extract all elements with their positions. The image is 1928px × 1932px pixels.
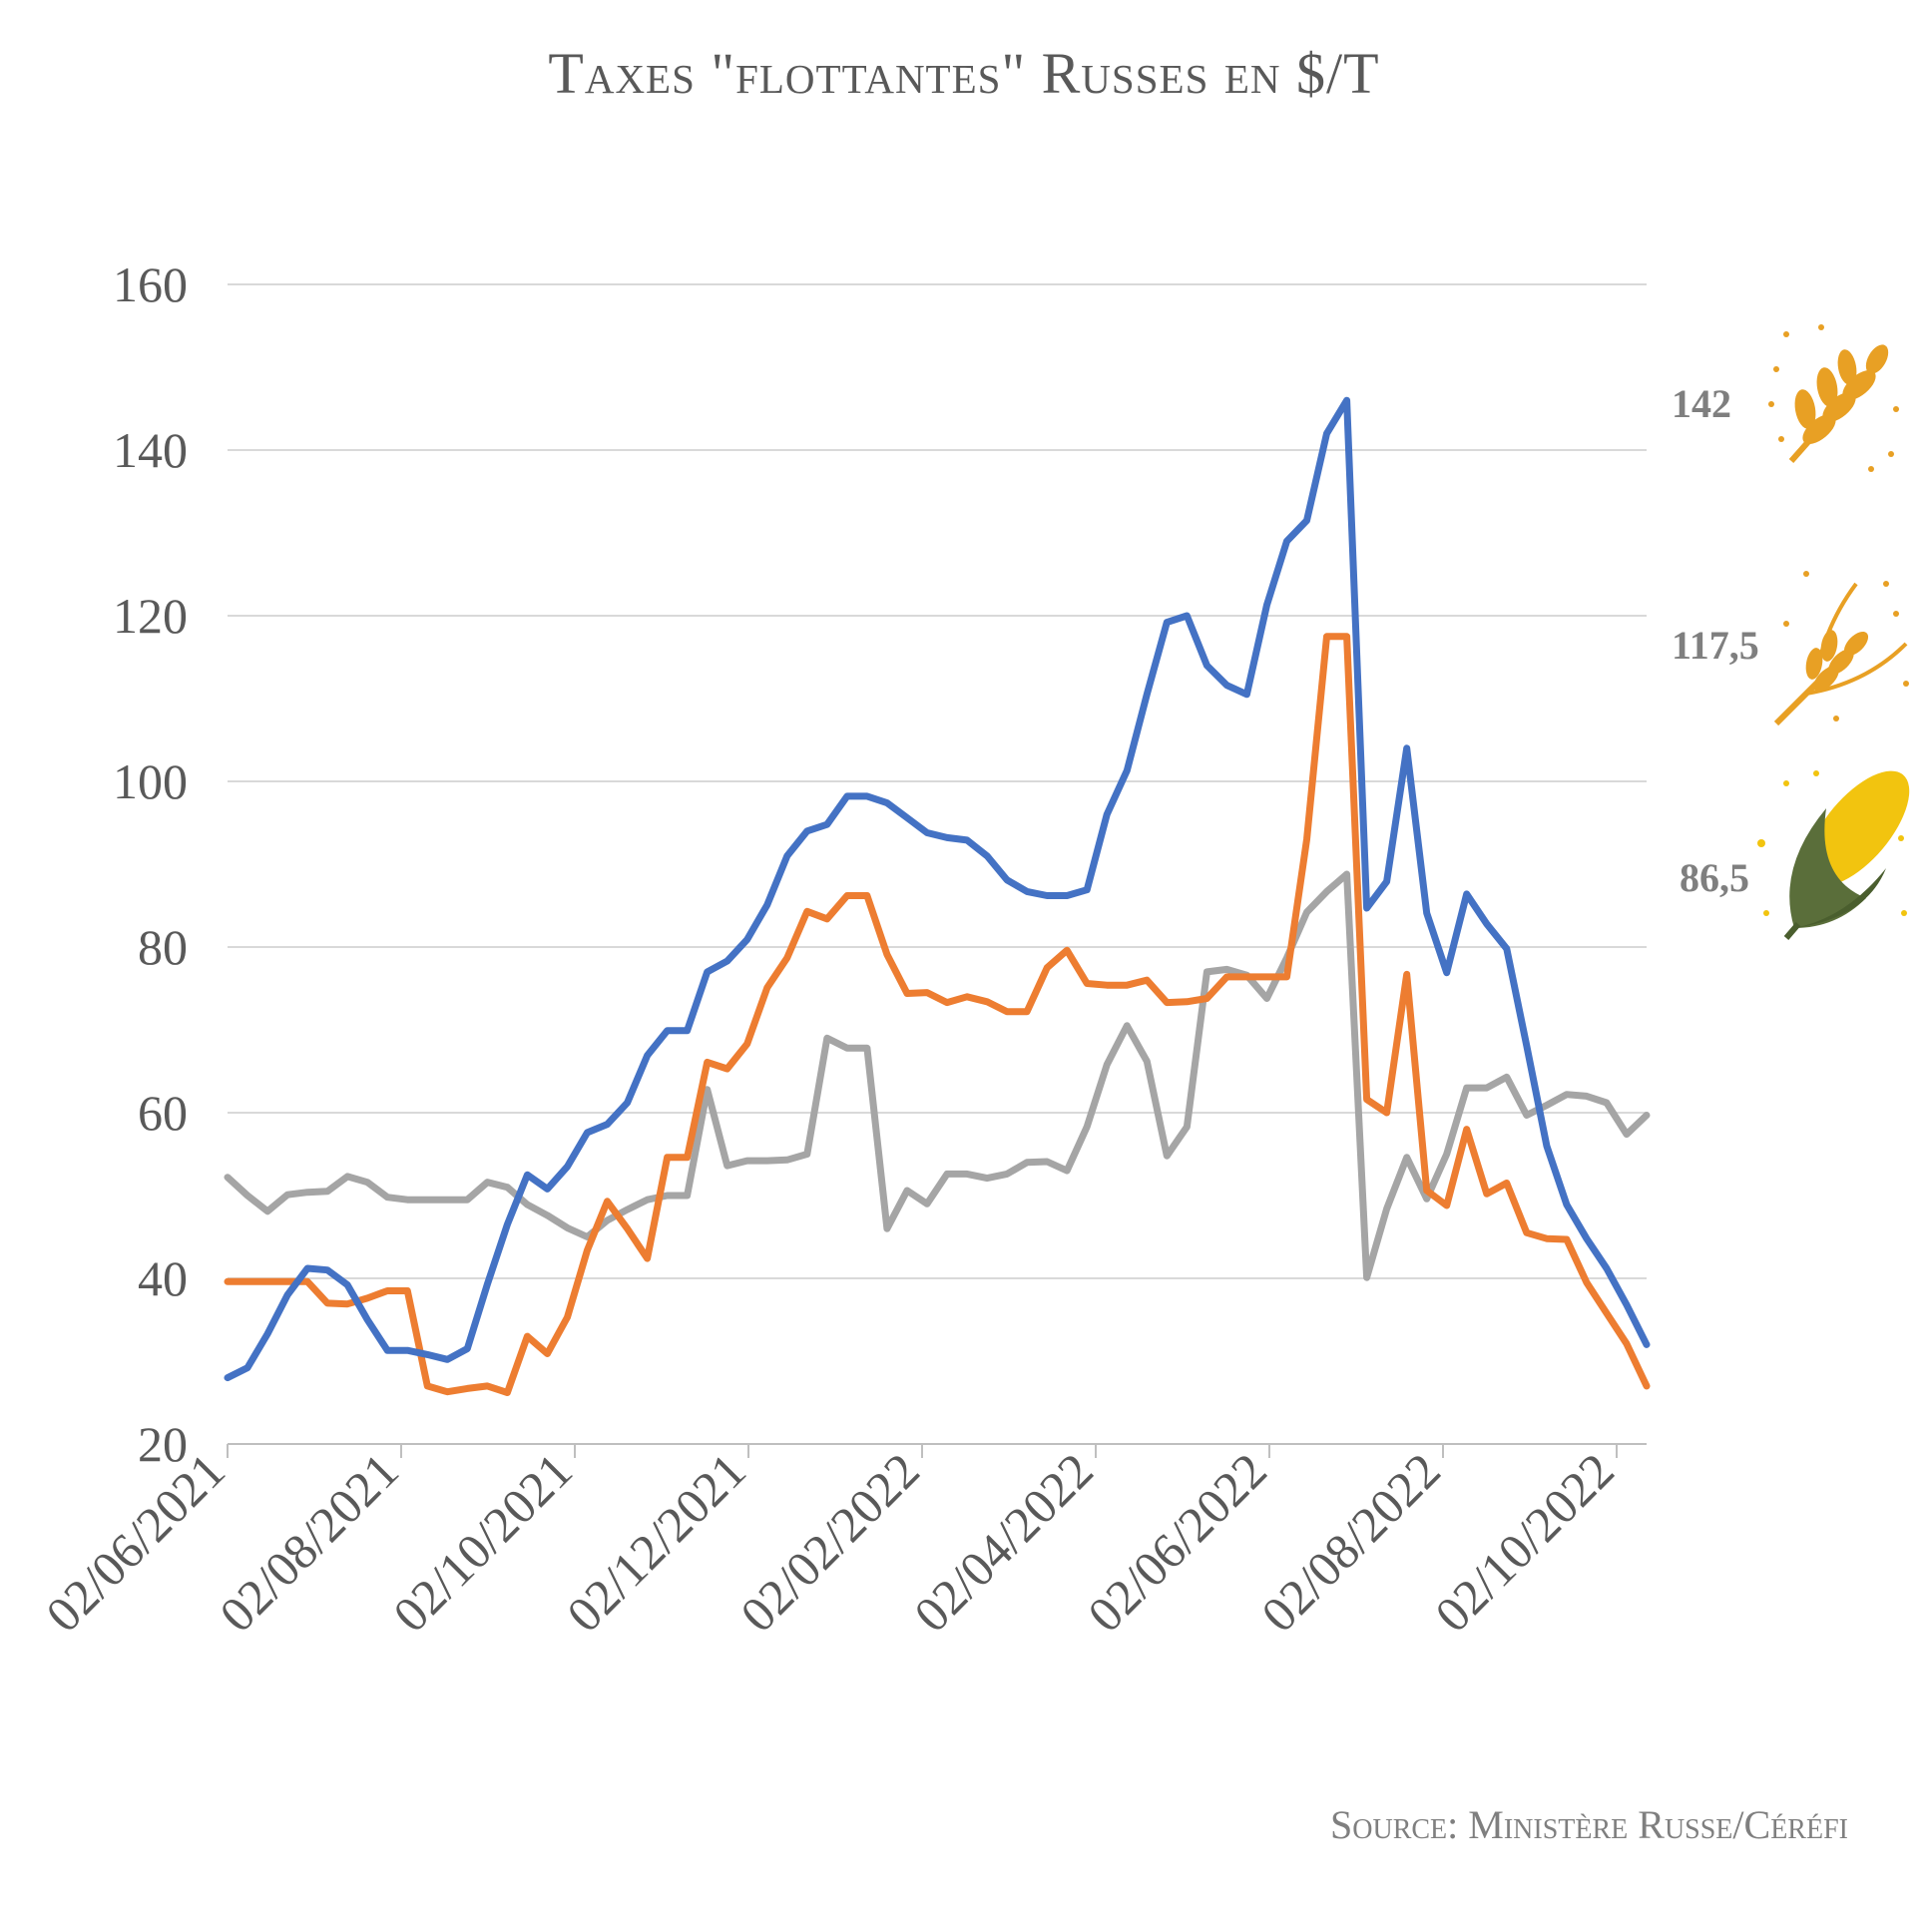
series-lines bbox=[224, 396, 1651, 1396]
x-tick-label: 02/08/2022 bbox=[1250, 1442, 1451, 1643]
series-line-2 bbox=[224, 870, 1651, 1281]
y-axis-ticks: 20 40 60 80 100 120 140 160 bbox=[113, 256, 188, 1472]
x-tick-label: 02/06/2022 bbox=[1077, 1442, 1277, 1643]
end-value-label: 142 bbox=[1672, 381, 1731, 426]
wheat-icon bbox=[1768, 324, 1899, 472]
x-tick-label: 02/10/2021 bbox=[382, 1442, 583, 1643]
y-tick-label: 80 bbox=[138, 919, 188, 975]
x-tick-label: 02/04/2022 bbox=[903, 1442, 1104, 1643]
source-note: Source: Ministère Russe/Céréfi bbox=[1330, 1802, 1848, 1847]
y-tick-label: 160 bbox=[113, 256, 188, 312]
x-tick-label: 02/08/2021 bbox=[209, 1442, 409, 1643]
end-labels: 142 117,5 86,5 bbox=[1672, 381, 1759, 900]
y-tick-label: 60 bbox=[138, 1085, 188, 1141]
x-axis-ticks: 02/06/202102/08/202102/10/202102/12/2021… bbox=[35, 1442, 1625, 1643]
series-line-1 bbox=[224, 633, 1651, 1396]
y-tick-label: 140 bbox=[113, 422, 188, 478]
x-tick-label: 02/02/2022 bbox=[729, 1442, 930, 1643]
series-line-0 bbox=[224, 396, 1651, 1382]
end-value-label: 86,5 bbox=[1680, 855, 1749, 900]
y-tick-label: 20 bbox=[138, 1416, 188, 1472]
x-tick-label: 02/12/2021 bbox=[556, 1442, 756, 1643]
corn-icon bbox=[1757, 770, 1910, 940]
x-tick-label: 02/10/2022 bbox=[1424, 1442, 1625, 1643]
y-tick-label: 100 bbox=[113, 753, 188, 809]
y-tick-label: 40 bbox=[138, 1250, 188, 1306]
y-tick-label: 120 bbox=[113, 588, 188, 644]
barley-icon bbox=[1773, 571, 1909, 726]
chart-title: Taxes "flottantes" Russes en $/T bbox=[548, 41, 1380, 106]
end-value-label: 117,5 bbox=[1672, 623, 1759, 668]
gridlines bbox=[228, 283, 1647, 1445]
x-tick-label: 02/06/2021 bbox=[35, 1442, 236, 1643]
